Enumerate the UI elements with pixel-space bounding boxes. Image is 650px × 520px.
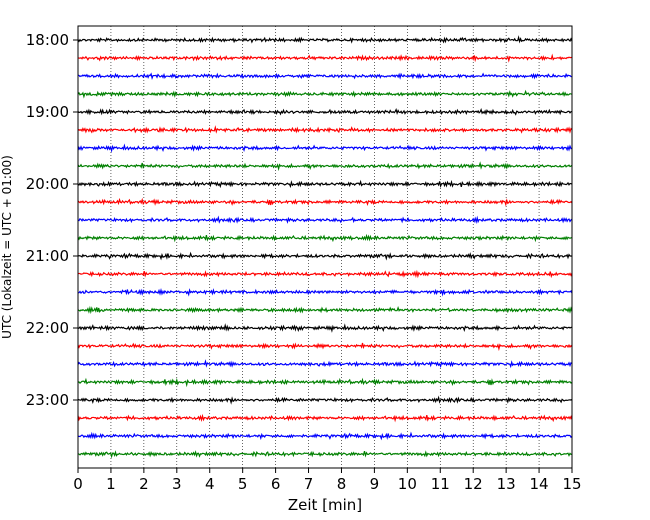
x-tick-label: 10: [398, 475, 417, 493]
x-tick-label: 0: [73, 475, 83, 493]
seismogram-trace: [77, 53, 573, 63]
seismogram-trace: [77, 342, 573, 352]
x-axis-label: Zeit [min]: [288, 496, 362, 514]
seismogram-trace: [77, 269, 573, 279]
plot-frame: [77, 25, 573, 469]
seismogram-trace: [77, 413, 573, 423]
seismogram-trace: [77, 197, 573, 207]
seismogram-trace: [77, 287, 573, 297]
x-tick-label: 11: [431, 475, 450, 493]
seismogram-trace: [77, 359, 573, 369]
seismogram-trace: [77, 72, 573, 81]
seismogram-trace: [77, 450, 573, 459]
x-tick-label: 12: [464, 475, 483, 493]
x-tick-label: 14: [530, 475, 549, 493]
seismogram-trace: [77, 233, 573, 243]
y-tick-label: 21:00: [26, 247, 69, 265]
seismogram-trace: [77, 305, 573, 315]
y-tick-label: 22:00: [26, 319, 69, 337]
trace-layer: [77, 35, 573, 459]
x-tick-label: 8: [337, 475, 347, 493]
x-tick-label: 15: [562, 475, 581, 493]
x-tick-label: 2: [139, 475, 149, 493]
x-tick-label: 13: [497, 475, 516, 493]
x-tick-label: 7: [304, 475, 314, 493]
seismogram-trace: [77, 377, 573, 388]
seismogram-trace: [77, 323, 573, 333]
seismogram-trace: [77, 431, 573, 441]
y-axis: 18:00 19:00 20:00 21:00 22:00 23:00: [26, 31, 78, 409]
seismogram-trace: [77, 143, 573, 153]
plot-background: [78, 26, 572, 468]
x-tick-label: 4: [205, 475, 215, 493]
seismogram-trace: [77, 89, 573, 99]
seismogram-trace: [77, 251, 573, 261]
x-tick-label: 5: [238, 475, 248, 493]
y-tick-label: 19:00: [26, 103, 69, 121]
seismogram-trace: [77, 215, 573, 224]
x-axis: 0 1 2 3 4 5 6 7 8 9 10 11 12 13 14 15: [73, 468, 582, 493]
seismogram-trace: [77, 35, 573, 44]
seismogram-trace: [77, 179, 573, 189]
seismogram-trace: [77, 161, 573, 172]
x-tick-label: 3: [172, 475, 182, 493]
x-tick-label: 6: [271, 475, 281, 493]
y-tick-label: 18:00: [26, 31, 69, 49]
x-tick-label: 9: [370, 475, 380, 493]
seismogram-trace: [77, 395, 573, 405]
x-tick-label: 1: [106, 475, 116, 493]
seismogram-trace: [77, 107, 573, 116]
y-tick-label: 23:00: [26, 391, 69, 409]
seismogram-trace: [77, 125, 573, 134]
y-axis-label: UTC (Lokalzeit = UTC + 01:00): [0, 155, 14, 339]
y-tick-label: 20:00: [26, 175, 69, 193]
